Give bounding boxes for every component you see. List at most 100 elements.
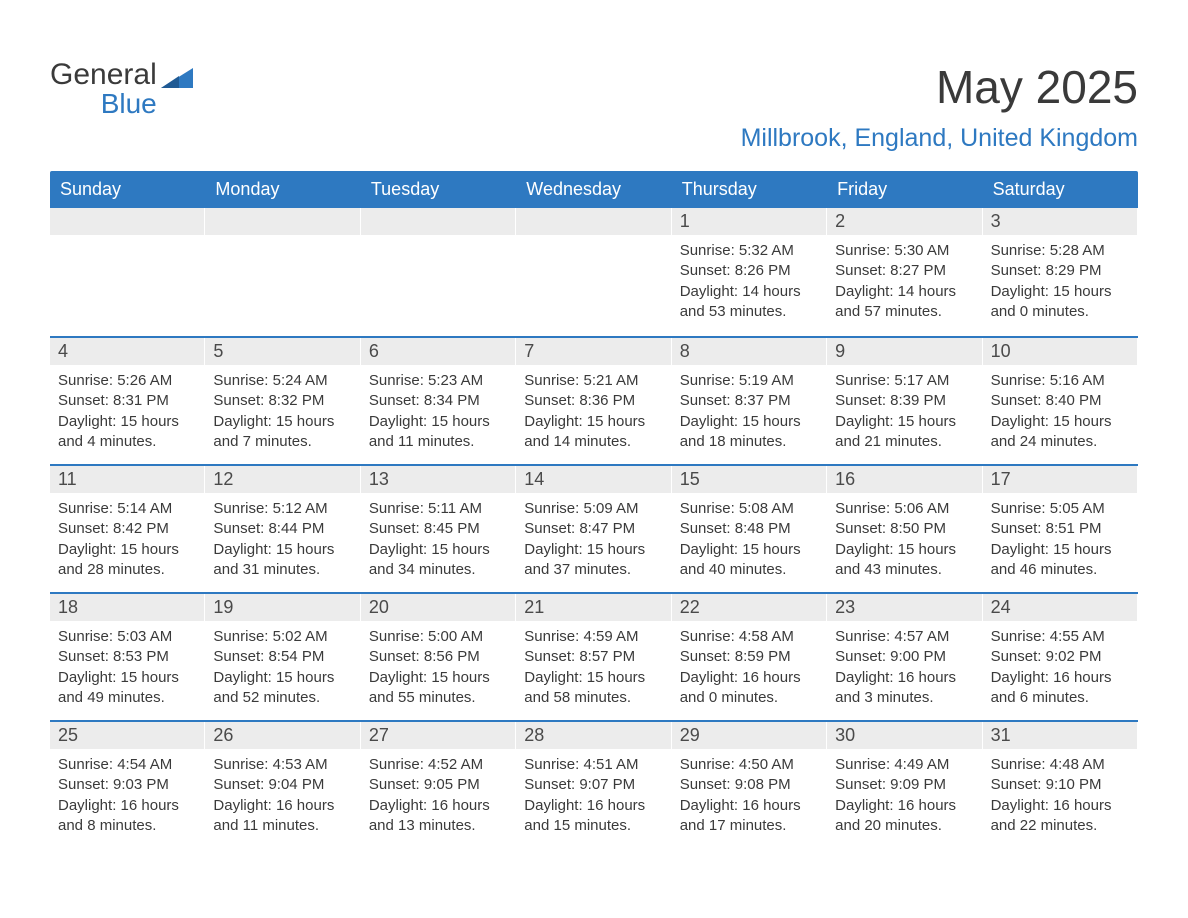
day-cell: 21Sunrise: 4:59 AMSunset: 8:57 PMDayligh…: [516, 594, 671, 720]
sunset-line: Sunset: 9:10 PM: [991, 775, 1130, 795]
sunrise-line: Sunrise: 5:30 AM: [835, 241, 974, 261]
day-body: Sunrise: 5:02 AMSunset: 8:54 PMDaylight:…: [205, 621, 360, 718]
daylight-line: Daylight: 15 hours and 7 minutes.: [213, 412, 352, 453]
day-number: 24: [983, 594, 1138, 621]
logo-text-block: General Blue: [50, 60, 157, 120]
day-cell: 25Sunrise: 4:54 AMSunset: 9:03 PMDayligh…: [50, 722, 205, 848]
day-number: [205, 208, 360, 235]
day-cell: 2Sunrise: 5:30 AMSunset: 8:27 PMDaylight…: [827, 208, 982, 336]
daylight-line: Daylight: 16 hours and 8 minutes.: [58, 796, 197, 837]
day-cell: [516, 208, 671, 336]
day-body: Sunrise: 4:57 AMSunset: 9:00 PMDaylight:…: [827, 621, 982, 718]
sunset-line: Sunset: 8:56 PM: [369, 647, 508, 667]
day-body: Sunrise: 5:06 AMSunset: 8:50 PMDaylight:…: [827, 493, 982, 590]
sunrise-line: Sunrise: 4:59 AM: [524, 627, 663, 647]
daylight-line: Daylight: 15 hours and 0 minutes.: [991, 282, 1130, 323]
day-number: 3: [983, 208, 1138, 235]
day-number: 1: [672, 208, 827, 235]
title-block: May 2025 Millbrook, England, United King…: [741, 20, 1138, 153]
sunrise-line: Sunrise: 4:58 AM: [680, 627, 819, 647]
day-cell: 14Sunrise: 5:09 AMSunset: 8:47 PMDayligh…: [516, 466, 671, 592]
daylight-line: Daylight: 15 hours and 55 minutes.: [369, 668, 508, 709]
location: Millbrook, England, United Kingdom: [741, 124, 1138, 153]
day-cell: 31Sunrise: 4:48 AMSunset: 9:10 PMDayligh…: [983, 722, 1138, 848]
daylight-line: Daylight: 15 hours and 11 minutes.: [369, 412, 508, 453]
day-body: Sunrise: 5:11 AMSunset: 8:45 PMDaylight:…: [361, 493, 516, 590]
day-number: 9: [827, 338, 982, 365]
day-number: [361, 208, 516, 235]
week-row: 11Sunrise: 5:14 AMSunset: 8:42 PMDayligh…: [50, 464, 1138, 592]
day-cell: 18Sunrise: 5:03 AMSunset: 8:53 PMDayligh…: [50, 594, 205, 720]
sunrise-line: Sunrise: 5:23 AM: [369, 371, 508, 391]
sunset-line: Sunset: 8:47 PM: [524, 519, 663, 539]
day-number: 13: [361, 466, 516, 493]
sunset-line: Sunset: 8:59 PM: [680, 647, 819, 667]
sunset-line: Sunset: 8:51 PM: [991, 519, 1130, 539]
dow-cell: Friday: [827, 171, 982, 208]
day-cell: 27Sunrise: 4:52 AMSunset: 9:05 PMDayligh…: [361, 722, 516, 848]
day-number: 6: [361, 338, 516, 365]
day-cell: 1Sunrise: 5:32 AMSunset: 8:26 PMDaylight…: [672, 208, 827, 336]
daylight-line: Daylight: 14 hours and 53 minutes.: [680, 282, 819, 323]
sunrise-line: Sunrise: 4:52 AM: [369, 755, 508, 775]
sunrise-line: Sunrise: 5:16 AM: [991, 371, 1130, 391]
day-body: Sunrise: 5:24 AMSunset: 8:32 PMDaylight:…: [205, 365, 360, 462]
sunrise-line: Sunrise: 5:19 AM: [680, 371, 819, 391]
month-title: May 2025: [741, 60, 1138, 114]
day-cell: 16Sunrise: 5:06 AMSunset: 8:50 PMDayligh…: [827, 466, 982, 592]
day-cell: 9Sunrise: 5:17 AMSunset: 8:39 PMDaylight…: [827, 338, 982, 464]
day-cell: [50, 208, 205, 336]
daylight-line: Daylight: 16 hours and 6 minutes.: [991, 668, 1130, 709]
sunset-line: Sunset: 8:50 PM: [835, 519, 974, 539]
daylight-line: Daylight: 15 hours and 49 minutes.: [58, 668, 197, 709]
day-body: Sunrise: 4:50 AMSunset: 9:08 PMDaylight:…: [672, 749, 827, 846]
header: General Blue May 2025 Millbrook, England…: [50, 20, 1138, 153]
day-body: Sunrise: 4:48 AMSunset: 9:10 PMDaylight:…: [983, 749, 1138, 846]
sunset-line: Sunset: 8:40 PM: [991, 391, 1130, 411]
day-body: Sunrise: 5:28 AMSunset: 8:29 PMDaylight:…: [983, 235, 1138, 332]
dow-cell: Wednesday: [516, 171, 671, 208]
day-body: Sunrise: 5:26 AMSunset: 8:31 PMDaylight:…: [50, 365, 205, 462]
daylight-line: Daylight: 15 hours and 18 minutes.: [680, 412, 819, 453]
daylight-line: Daylight: 16 hours and 11 minutes.: [213, 796, 352, 837]
day-number: 11: [50, 466, 205, 493]
sunrise-line: Sunrise: 5:11 AM: [369, 499, 508, 519]
sunset-line: Sunset: 8:37 PM: [680, 391, 819, 411]
daylight-line: Daylight: 15 hours and 21 minutes.: [835, 412, 974, 453]
day-cell: 3Sunrise: 5:28 AMSunset: 8:29 PMDaylight…: [983, 208, 1138, 336]
day-cell: 24Sunrise: 4:55 AMSunset: 9:02 PMDayligh…: [983, 594, 1138, 720]
dow-cell: Thursday: [672, 171, 827, 208]
day-body: Sunrise: 5:12 AMSunset: 8:44 PMDaylight:…: [205, 493, 360, 590]
day-number: 22: [672, 594, 827, 621]
sunrise-line: Sunrise: 5:32 AM: [680, 241, 819, 261]
day-number: 25: [50, 722, 205, 749]
day-body: Sunrise: 4:53 AMSunset: 9:04 PMDaylight:…: [205, 749, 360, 846]
day-number: 17: [983, 466, 1138, 493]
sunset-line: Sunset: 8:29 PM: [991, 261, 1130, 281]
dow-cell: Sunday: [50, 171, 205, 208]
daylight-line: Daylight: 15 hours and 46 minutes.: [991, 540, 1130, 581]
day-number: 30: [827, 722, 982, 749]
sunrise-line: Sunrise: 5:17 AM: [835, 371, 974, 391]
day-cell: 8Sunrise: 5:19 AMSunset: 8:37 PMDaylight…: [672, 338, 827, 464]
week-row: 4Sunrise: 5:26 AMSunset: 8:31 PMDaylight…: [50, 336, 1138, 464]
sunset-line: Sunset: 9:00 PM: [835, 647, 974, 667]
day-body: Sunrise: 5:21 AMSunset: 8:36 PMDaylight:…: [516, 365, 671, 462]
day-number: [516, 208, 671, 235]
sunrise-line: Sunrise: 5:12 AM: [213, 499, 352, 519]
daylight-line: Daylight: 16 hours and 17 minutes.: [680, 796, 819, 837]
day-body: Sunrise: 5:14 AMSunset: 8:42 PMDaylight:…: [50, 493, 205, 590]
sunset-line: Sunset: 8:27 PM: [835, 261, 974, 281]
daylight-line: Daylight: 15 hours and 52 minutes.: [213, 668, 352, 709]
sunrise-line: Sunrise: 4:50 AM: [680, 755, 819, 775]
day-body: Sunrise: 5:05 AMSunset: 8:51 PMDaylight:…: [983, 493, 1138, 590]
daylight-line: Daylight: 16 hours and 15 minutes.: [524, 796, 663, 837]
sunrise-line: Sunrise: 4:54 AM: [58, 755, 197, 775]
day-cell: 4Sunrise: 5:26 AMSunset: 8:31 PMDaylight…: [50, 338, 205, 464]
sunrise-line: Sunrise: 5:06 AM: [835, 499, 974, 519]
daylight-line: Daylight: 15 hours and 14 minutes.: [524, 412, 663, 453]
sunset-line: Sunset: 8:57 PM: [524, 647, 663, 667]
sunrise-line: Sunrise: 4:48 AM: [991, 755, 1130, 775]
day-body: Sunrise: 5:16 AMSunset: 8:40 PMDaylight:…: [983, 365, 1138, 462]
day-cell: 23Sunrise: 4:57 AMSunset: 9:00 PMDayligh…: [827, 594, 982, 720]
